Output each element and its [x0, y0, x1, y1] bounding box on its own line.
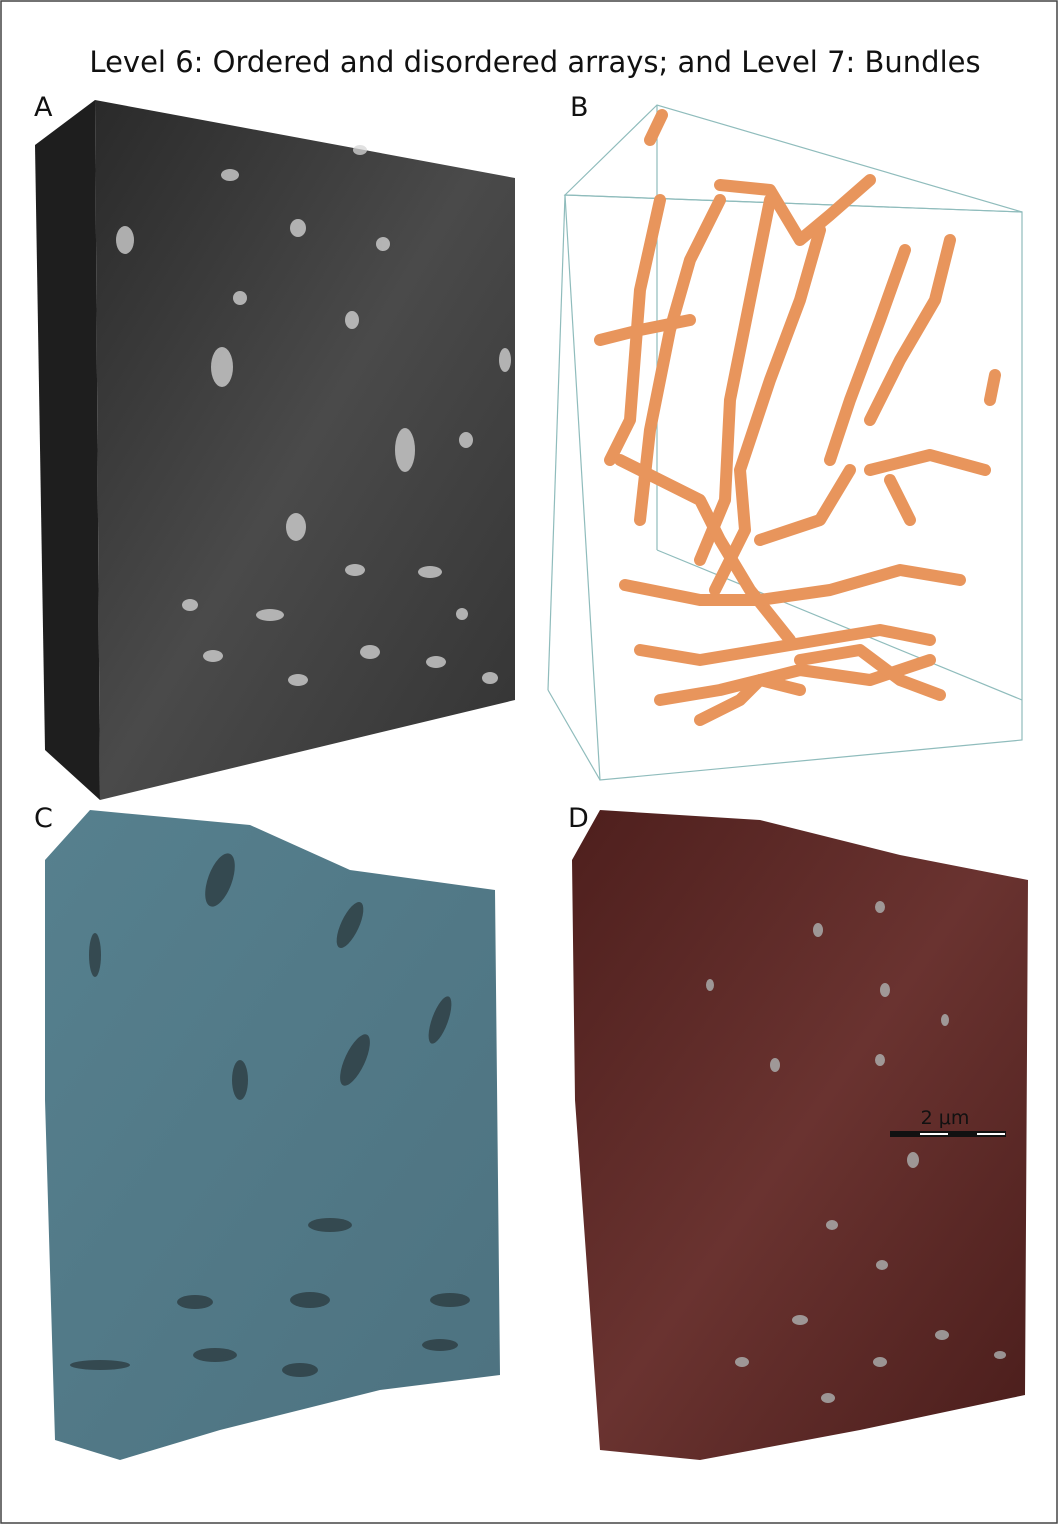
page: {"figure": {"title": "Level 6: Ordered a… — [0, 0, 1059, 1525]
panel-c: C — [34, 803, 500, 1460]
panel-a: A — [34, 92, 515, 800]
figure-title: Level 6: Ordered and disordered arrays; … — [89, 45, 980, 79]
panel-label: A — [34, 92, 53, 123]
scale-bar-label: 2 μm — [921, 1107, 970, 1129]
box-front — [95, 100, 515, 800]
box-side — [35, 100, 100, 800]
scale-bar-segment — [920, 1133, 948, 1135]
panel-label: B — [570, 92, 589, 123]
panel-label: C — [34, 803, 53, 834]
panel-label: D — [568, 803, 589, 834]
scale-bar-segment — [977, 1133, 1005, 1135]
figure: Level 6: Ordered and disordered arrays; … — [0, 0, 1059, 1525]
